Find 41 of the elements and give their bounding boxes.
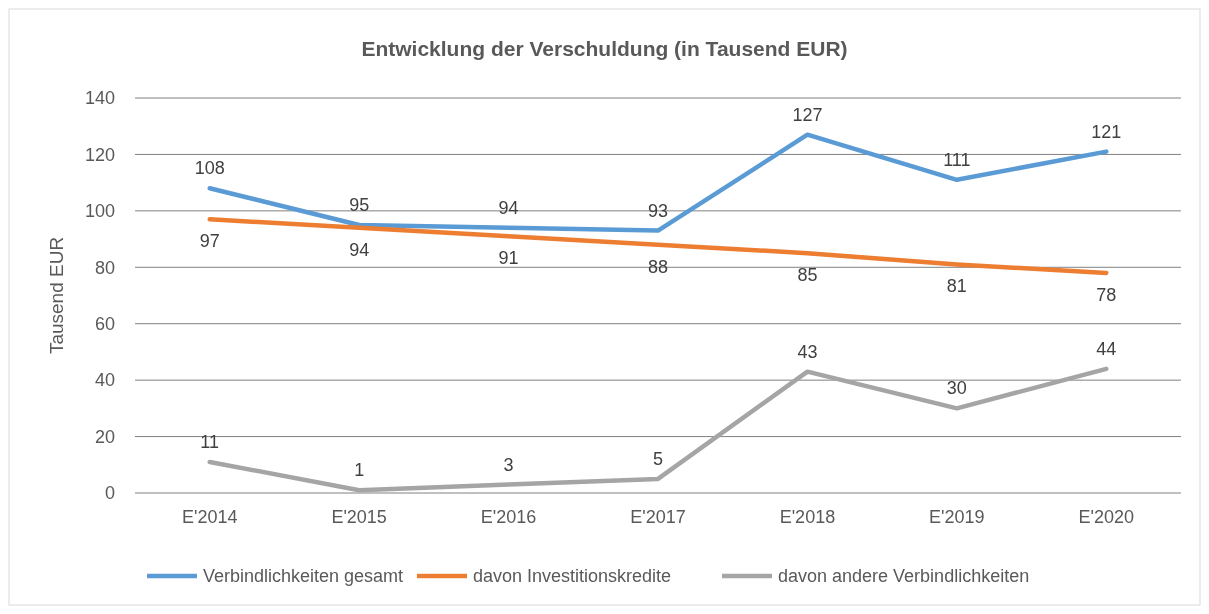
data-label: 93 [647, 200, 669, 221]
chart-title: Entwicklung der Verschuldung (in Tausend EUR) [361, 37, 848, 60]
data-label: 97 [199, 231, 220, 252]
data-label: 78 [1096, 284, 1117, 305]
x-tick-label: E'2019 [929, 507, 985, 527]
data-label: 95 [349, 194, 370, 215]
data-label: 127 [792, 104, 823, 125]
legend-label: davon Investitionskredite [473, 566, 672, 587]
y-tick-label: 40 [94, 370, 115, 391]
x-tick-label: E'2018 [779, 507, 836, 527]
data-label: 44 [1096, 338, 1117, 359]
x-tick-label: E'2020 [1078, 507, 1135, 527]
data-label: 88 [647, 256, 669, 277]
data-label: 94 [498, 197, 519, 218]
data-label: 5 [652, 448, 664, 469]
y-axis-title: Tausend EUR [46, 236, 67, 355]
data-label: 3 [503, 454, 514, 475]
x-tick-label: E'2017 [630, 507, 686, 527]
data-label: 1 [354, 460, 365, 481]
data-label: 121 [1091, 121, 1122, 142]
data-label: 11 [200, 431, 220, 452]
y-tick-label: 100 [84, 201, 115, 222]
data-label: 43 [797, 341, 818, 362]
legend-label: davon andere Verbindlichkeiten [778, 566, 1030, 587]
data-label: 111 [943, 149, 971, 170]
y-tick-label: 20 [94, 426, 115, 447]
x-tick-label: E'2014 [181, 507, 238, 527]
data-label: 108 [194, 158, 225, 179]
x-tick-label: E'2015 [331, 507, 387, 527]
data-label: 81 [946, 276, 967, 297]
y-tick-label: 140 [84, 88, 115, 109]
x-tick-label: E'2016 [480, 507, 537, 527]
data-label: 85 [797, 265, 818, 286]
y-tick-label: 60 [94, 314, 115, 335]
data-label: 30 [946, 378, 967, 399]
data-label: 91 [498, 248, 519, 269]
y-tick-label: 120 [84, 144, 115, 165]
y-tick-label: 80 [94, 257, 115, 278]
data-label: 94 [349, 239, 370, 260]
y-tick-label: 0 [104, 483, 115, 504]
legend-label: Verbindlichkeiten gesamt [203, 566, 404, 587]
